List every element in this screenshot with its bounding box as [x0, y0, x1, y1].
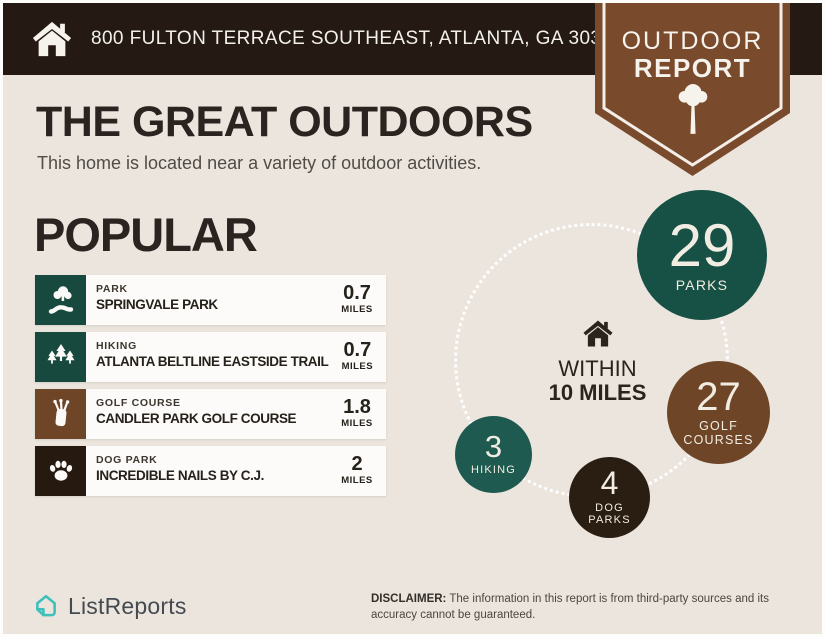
- popular-heading: POPULAR: [34, 208, 258, 261]
- stat-bubble-golf-courses: 27 GOLF COURSES: [667, 361, 770, 464]
- list-item-text: GOLF COURSE CANDLER PARK GOLF COURSE: [86, 389, 328, 439]
- tree-icon: [676, 83, 710, 141]
- category-label: GOLF COURSE: [96, 397, 181, 409]
- disclaimer-text: The information in this report is from t…: [371, 593, 769, 621]
- stat-value: 27: [696, 374, 741, 419]
- distance: 0.7 MILES: [328, 275, 386, 325]
- list-item-park: PARK SPRINGVALE PARK 0.7 MILES: [35, 275, 386, 325]
- badge-title-line2: REPORT: [633, 53, 752, 83]
- page-title: THE GREAT OUTDOORS: [36, 98, 533, 146]
- list-item-text: DOG PARK INCREDIBLE NAILS BY C.J.: [86, 446, 328, 496]
- listreports-house-icon: [32, 592, 60, 620]
- category-label: HIKING: [96, 340, 137, 352]
- list-item-text: PARK SPRINGVALE PARK: [86, 275, 328, 325]
- stat-label: DOG PARKS: [588, 501, 631, 527]
- distance-value: 0.7: [343, 282, 371, 304]
- category-label: PARK: [96, 283, 128, 295]
- brand-name: ListReports: [68, 592, 187, 619]
- stat-label: HIKING: [470, 464, 517, 477]
- pine-trees-icon: [35, 332, 86, 382]
- home-icon: [31, 18, 73, 60]
- badge-title-line1: OUTDOOR: [621, 27, 764, 55]
- radius-center-label: WITHIN 10 MILES: [515, 319, 680, 405]
- list-item-golf: GOLF COURSE CANDLER PARK GOLF COURSE 1.8…: [35, 389, 386, 439]
- place-name: SPRINGVALE PARK: [96, 297, 218, 312]
- list-item-dog-park: DOG PARK INCREDIBLE NAILS BY C.J. 2 MILE…: [35, 446, 386, 496]
- paw-icon: [35, 446, 86, 496]
- distance-value: 2: [351, 453, 363, 475]
- radius-text-line1: WITHIN: [558, 356, 637, 381]
- listreports-logo: ListReports: [32, 592, 187, 620]
- distance-value: 1.8: [343, 396, 371, 418]
- distance: 1.8 MILES: [328, 389, 386, 439]
- distance: 2 MILES: [328, 446, 386, 496]
- stat-label: GOLF COURSES: [683, 418, 754, 447]
- place-name: INCREDIBLE NAILS BY C.J.: [96, 468, 264, 483]
- page-subtitle: This home is located near a variety of o…: [37, 153, 482, 173]
- distance: 0.7 MILES: [328, 332, 386, 382]
- stat-bubble-parks: 29 PARKS: [637, 190, 767, 320]
- popular-list: PARK SPRINGVALE PARK 0.7 MILES: [35, 275, 386, 503]
- distance-value: 0.7: [343, 339, 372, 361]
- disclaimer-label: DISCLAIMER:: [371, 593, 447, 605]
- radius-text-line2: 10 MILES: [548, 380, 647, 406]
- park-tree-icon: [35, 275, 86, 325]
- stat-bubble-dog-parks: 4 DOG PARKS: [569, 457, 650, 538]
- distance-unit: MILES: [341, 304, 373, 315]
- disclaimer: DISCLAIMER: The information in this repo…: [371, 592, 797, 623]
- place-name: CANDLER PARK GOLF COURSE: [96, 411, 297, 426]
- outdoor-report-badge: OUTDOOR REPORT: [595, 3, 790, 179]
- stat-bubble-hiking: 3 HIKING: [455, 416, 532, 493]
- house-icon: [582, 319, 614, 353]
- golf-bag-icon: [35, 389, 86, 439]
- list-item-text: HIKING ATLANTA BELTLINE EASTSIDE TRAIL: [86, 332, 329, 382]
- category-label: DOG PARK: [96, 454, 158, 466]
- distance-unit: MILES: [341, 361, 374, 372]
- place-name: ATLANTA BELTLINE EASTSIDE TRAIL: [96, 354, 329, 369]
- property-address: 800 FULTON TERRACE SOUTHEAST, ATLANTA, G…: [91, 28, 624, 49]
- list-item-hiking: HIKING ATLANTA BELTLINE EASTSIDE TRAIL 0…: [35, 332, 386, 382]
- stat-value: 29: [668, 211, 736, 279]
- stat-label: PARKS: [675, 276, 729, 293]
- stat-value: 3: [484, 428, 503, 464]
- distance-unit: MILES: [341, 418, 373, 429]
- stat-value: 4: [600, 465, 619, 502]
- distance-unit: MILES: [341, 475, 373, 486]
